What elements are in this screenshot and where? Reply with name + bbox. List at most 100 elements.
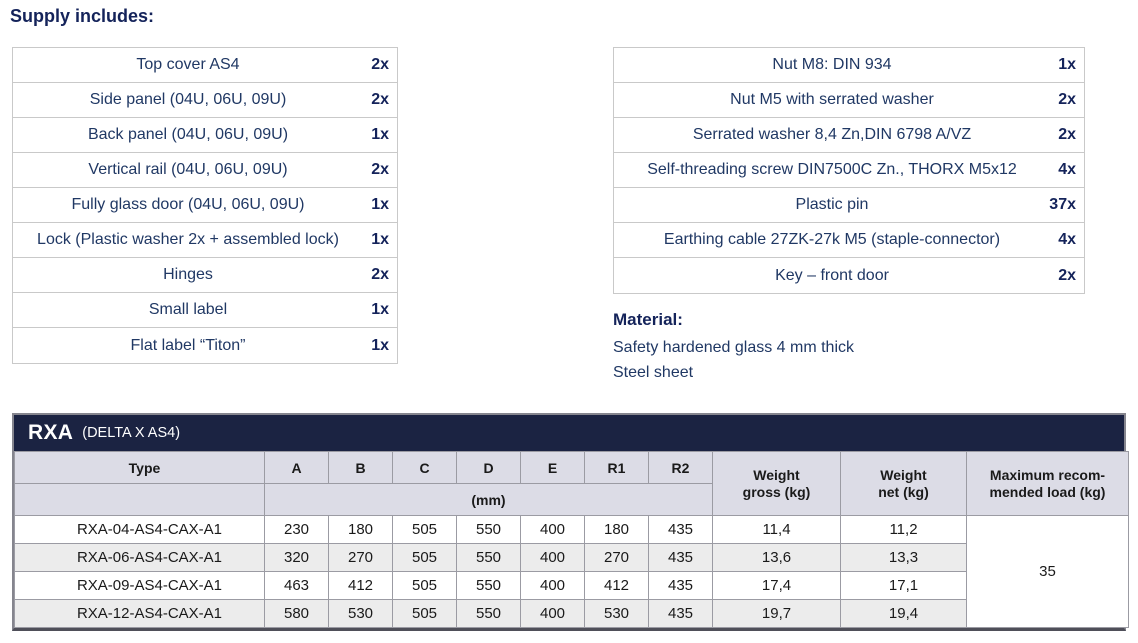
cell-r1: 180 — [584, 515, 649, 544]
supply-item-label: Flat label “Titon” — [130, 336, 246, 354]
supply-item-qty: 2x — [1058, 91, 1076, 108]
cell-r1: 270 — [584, 543, 649, 572]
cell-weight-gross: 17,4 — [712, 571, 841, 600]
supply-item-qty: 2x — [1058, 126, 1076, 143]
cell-c: 505 — [392, 543, 457, 572]
supply-row: Hinges 2x — [13, 258, 397, 293]
cell-d: 550 — [456, 571, 521, 600]
cell-c: 505 — [392, 599, 457, 628]
col-header-max-load: Maximum recom- mended load (kg) — [966, 451, 1129, 516]
cell-c: 505 — [392, 571, 457, 600]
spec-section: RXA (DELTA X AS4) Type A B C D E R1 R2 — [12, 413, 1129, 631]
supply-table-left: Top cover AS4 2x Side panel (04U, 06U, 0… — [12, 47, 398, 364]
supply-item-qty: 37x — [1049, 196, 1076, 213]
spec-subtitle: (DELTA X AS4) — [82, 425, 181, 441]
supply-includes-heading: Supply includes: — [10, 6, 155, 26]
supply-row: Serrated washer 8,4 Zn,DIN 6798 A/VZ 2x — [614, 118, 1084, 153]
cell-type: RXA-09-AS4-CAX-A1 — [14, 571, 265, 600]
supply-item-label: Serrated washer 8,4 Zn,DIN 6798 A/VZ — [692, 126, 972, 143]
supply-row: Vertical rail (04U, 06U, 09U) 2x — [13, 153, 397, 188]
col-header-weight-gross: Weight gross (kg) — [712, 451, 841, 516]
supply-item-qty: 4x — [1058, 231, 1076, 248]
supply-item-label: Nut M5 with serrated washer — [730, 91, 934, 108]
supply-item-label: Back panel (04U, 06U, 09U) — [87, 126, 289, 143]
supply-row: Plastic pin 37x — [614, 188, 1084, 223]
material-section: Material: Safety hardened glass 4 mm thi… — [613, 310, 854, 385]
supply-item-label: Lock (Plastic washer 2x + assembled lock… — [37, 231, 339, 248]
cell-r1: 530 — [584, 599, 649, 628]
unit-label-mm: (mm) — [264, 483, 713, 516]
supply-item-qty: 1x — [371, 126, 389, 143]
supply-item-qty: 2x — [371, 56, 389, 73]
supply-item-label: Hinges — [163, 266, 213, 283]
supply-row: Self-threading screw DIN7500C Zn., THORX… — [614, 153, 1084, 188]
cell-d: 550 — [456, 543, 521, 572]
cell-a: 320 — [264, 543, 329, 572]
supply-row: Small label 1x — [13, 293, 397, 328]
supply-item-label: Fully glass door (04U, 06U, 09U) — [71, 196, 305, 213]
col-header-c: C — [392, 451, 457, 484]
cell-e: 400 — [520, 571, 585, 600]
table-row: RXA-12-AS4-CAX-A1 580 530 505 550 400 53… — [14, 599, 1129, 628]
cell-b: 530 — [328, 599, 393, 628]
supply-item-label: Vertical rail (04U, 06U, 09U) — [88, 161, 288, 178]
supply-row: Back panel (04U, 06U, 09U) 1x — [13, 118, 397, 153]
cell-e: 400 — [520, 543, 585, 572]
supply-row: Side panel (04U, 06U, 09U) 2x — [13, 83, 397, 118]
cell-e: 400 — [520, 599, 585, 628]
supply-row: Lock (Plastic washer 2x + assembled lock… — [13, 223, 397, 258]
supply-row: Earthing cable 27ZK-27k M5 (staple-conne… — [614, 223, 1084, 258]
cell-r2: 435 — [648, 543, 713, 572]
cell-weight-gross: 13,6 — [712, 543, 841, 572]
cell-c: 505 — [392, 515, 457, 544]
cell-d: 550 — [456, 599, 521, 628]
supply-item-qty: 1x — [371, 336, 389, 354]
material-line: Safety hardened glass 4 mm thick — [613, 339, 855, 356]
supply-row: Key – front door 2x — [614, 258, 1084, 293]
spec-header-row: Type A B C D E R1 R2 Weight gross (kg) W… — [14, 451, 1129, 516]
spec-title-bar: RXA (DELTA X AS4) — [14, 415, 1124, 451]
col-header-r2: R2 — [648, 451, 713, 484]
spec-title: RXA — [28, 421, 74, 444]
supply-row: Nut M8: DIN 934 1x — [614, 48, 1084, 83]
cell-a: 230 — [264, 515, 329, 544]
supply-item-qty: 2x — [1058, 266, 1076, 284]
cell-a: 463 — [264, 571, 329, 600]
supply-row: Top cover AS4 2x — [13, 48, 397, 83]
supply-item-label: Key – front door — [775, 266, 889, 284]
table-row: RXA-06-AS4-CAX-A1 320 270 505 550 400 27… — [14, 543, 1129, 572]
cell-weight-gross: 11,4 — [712, 515, 841, 544]
col-header-r1: R1 — [584, 451, 649, 484]
supply-item-label: Nut M8: DIN 934 — [772, 56, 892, 73]
col-header-d: D — [456, 451, 521, 484]
col-header-a: A — [264, 451, 329, 484]
cell-type: RXA-06-AS4-CAX-A1 — [14, 543, 265, 572]
supply-row: Fully glass door (04U, 06U, 09U) 1x — [13, 188, 397, 223]
supply-item-label: Self-threading screw DIN7500C Zn., THORX… — [647, 161, 1017, 178]
cell-e: 400 — [520, 515, 585, 544]
material-line: Steel sheet — [613, 364, 694, 381]
supply-item-qty: 1x — [371, 231, 389, 248]
col-header-b: B — [328, 451, 393, 484]
cell-a: 580 — [264, 599, 329, 628]
cell-max-load: 35 — [966, 515, 1129, 628]
table-row: RXA-09-AS4-CAX-A1 463 412 505 550 400 41… — [14, 571, 1129, 600]
cell-weight-net: 17,1 — [840, 571, 967, 600]
table-row: RXA-04-AS4-CAX-A1 230 180 505 550 400 18… — [14, 515, 1129, 628]
supply-item-qty: 2x — [371, 266, 389, 283]
supply-row: Flat label “Titon” 1x — [13, 328, 397, 363]
supply-item-label: Plastic pin — [795, 196, 869, 213]
cell-weight-net: 13,3 — [840, 543, 967, 572]
supply-item-qty: 4x — [1058, 161, 1076, 178]
supply-item-label: Top cover AS4 — [136, 56, 240, 73]
supply-item-label: Earthing cable 27ZK-27k M5 (staple-conne… — [663, 231, 1001, 248]
cell-type: RXA-04-AS4-CAX-A1 — [14, 515, 265, 544]
supply-row: Nut M5 with serrated washer 2x — [614, 83, 1084, 118]
spec-table: Type A B C D E R1 R2 Weight gross (kg) W… — [14, 451, 1129, 628]
supply-item-label: Small label — [148, 301, 228, 318]
cell-weight-net: 11,2 — [840, 515, 967, 544]
supply-item-qty: 1x — [1058, 56, 1076, 73]
cell-b: 270 — [328, 543, 393, 572]
cell-weight-net: 19,4 — [840, 599, 967, 628]
supply-item-qty: 1x — [371, 196, 389, 213]
